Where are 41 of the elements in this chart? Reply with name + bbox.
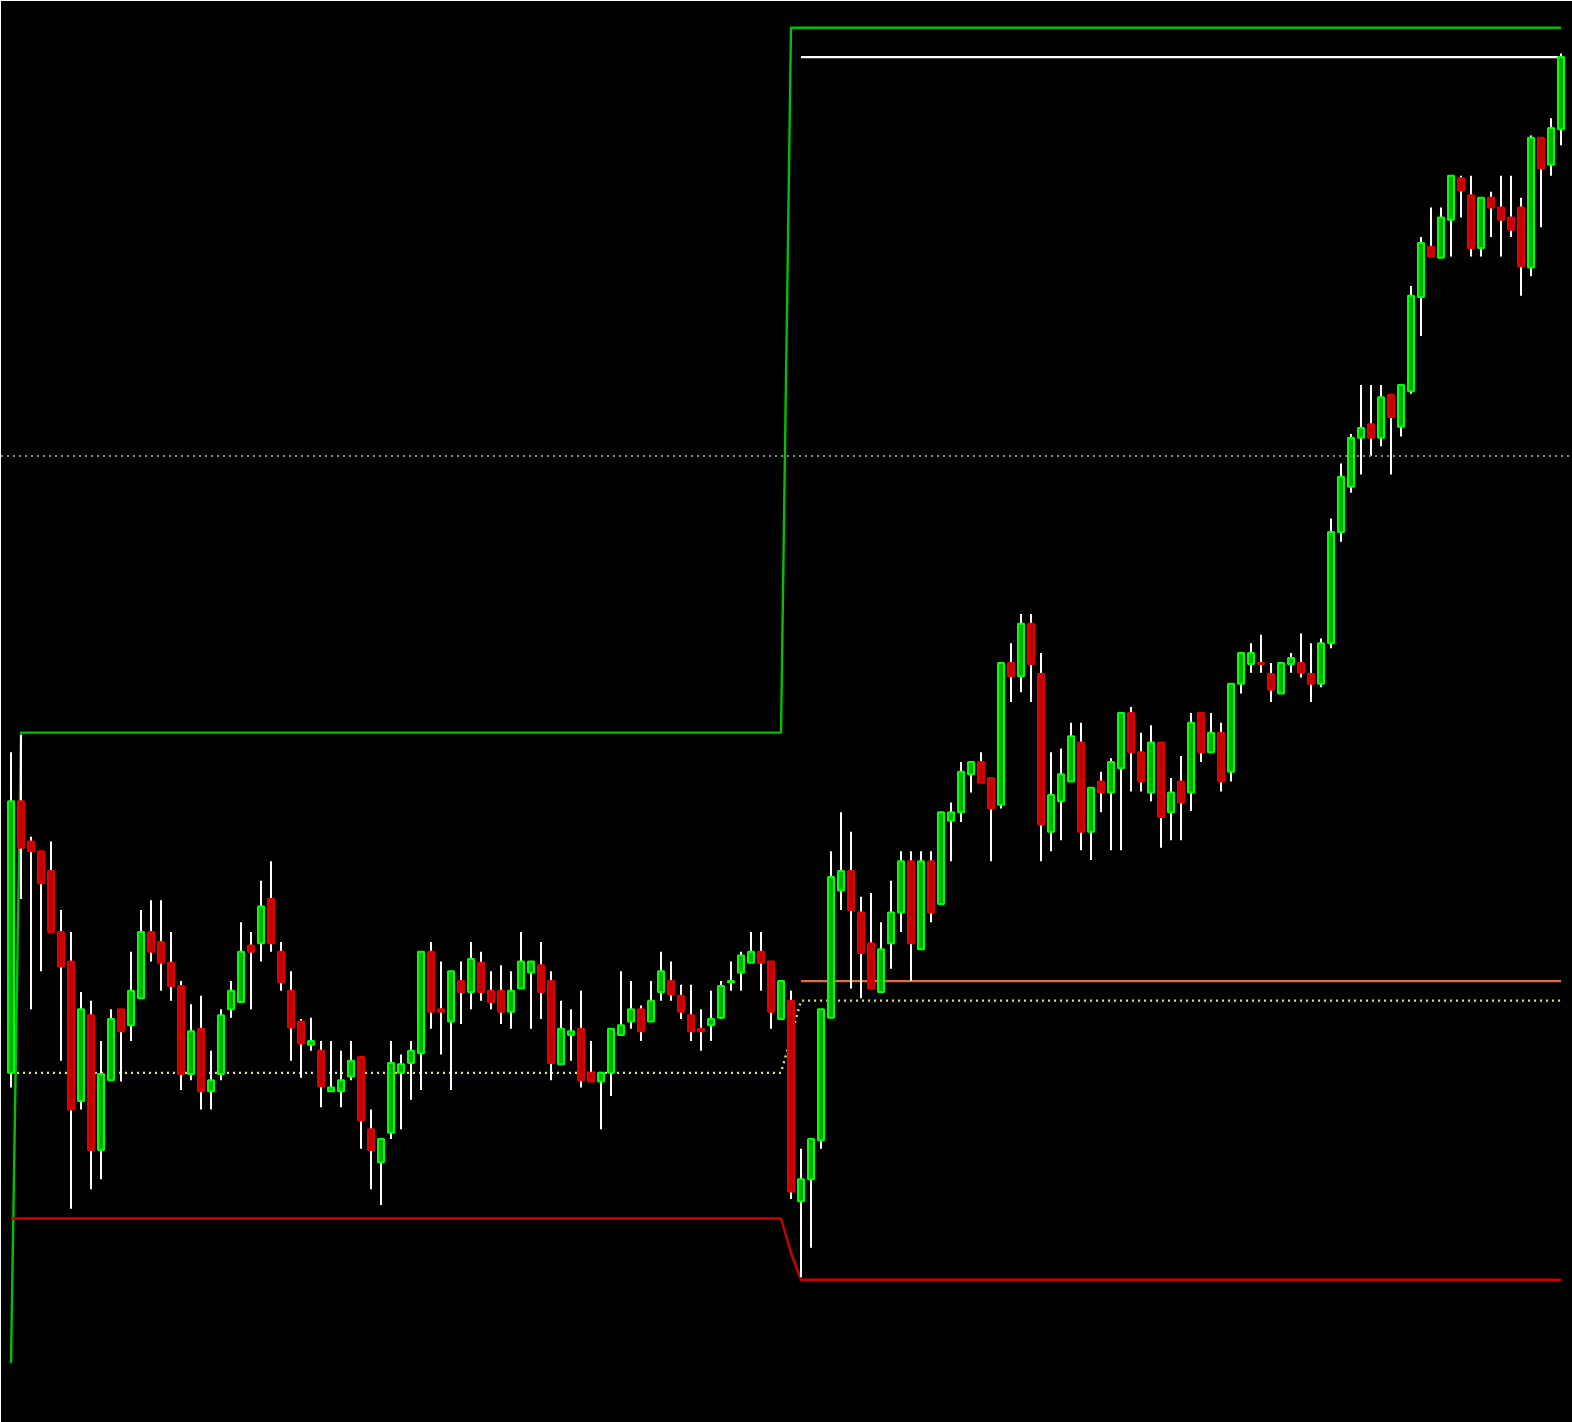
candlestick	[847, 830, 855, 990]
candlestick	[717, 980, 725, 1021]
candlestick	[1027, 612, 1035, 704]
candlestick	[317, 1040, 325, 1109]
candlestick	[467, 940, 475, 1011]
candlestick	[1197, 712, 1205, 764]
candlestick	[277, 940, 285, 992]
candlestick	[1207, 712, 1215, 754]
candlestick	[707, 989, 715, 1043]
candlestick	[1177, 754, 1185, 842]
candlestick	[1367, 384, 1375, 458]
candlestick	[877, 921, 885, 994]
candlestick	[1097, 770, 1105, 814]
candlestick	[777, 980, 785, 1021]
candlestick	[1257, 633, 1265, 674]
candlestick	[1377, 384, 1385, 448]
candlestick	[207, 1049, 215, 1111]
candlestick	[377, 1137, 385, 1207]
candlestick	[657, 950, 665, 1002]
candlestick	[1387, 393, 1395, 476]
candlestick	[347, 1040, 355, 1082]
candlestick	[647, 980, 655, 1023]
candlestick	[267, 860, 275, 953]
candlestick	[1267, 661, 1275, 704]
candlestick	[307, 1016, 315, 1052]
candlestick	[507, 970, 515, 1030]
candlestick	[257, 879, 265, 963]
candlestick	[1537, 136, 1545, 229]
candlestick	[1457, 174, 1465, 219]
candlestick	[367, 1108, 375, 1191]
candlestick	[1087, 786, 1095, 861]
candlestick	[1167, 776, 1175, 842]
candlestick	[637, 1004, 645, 1043]
candlestick	[1427, 206, 1435, 258]
candlestick	[247, 931, 255, 1011]
candlestick	[457, 960, 465, 1025]
candlestick	[727, 960, 735, 992]
candlestick	[627, 980, 635, 1030]
candlestick	[1007, 642, 1015, 704]
candlestick	[187, 1003, 195, 1082]
candlestick	[117, 1008, 125, 1083]
